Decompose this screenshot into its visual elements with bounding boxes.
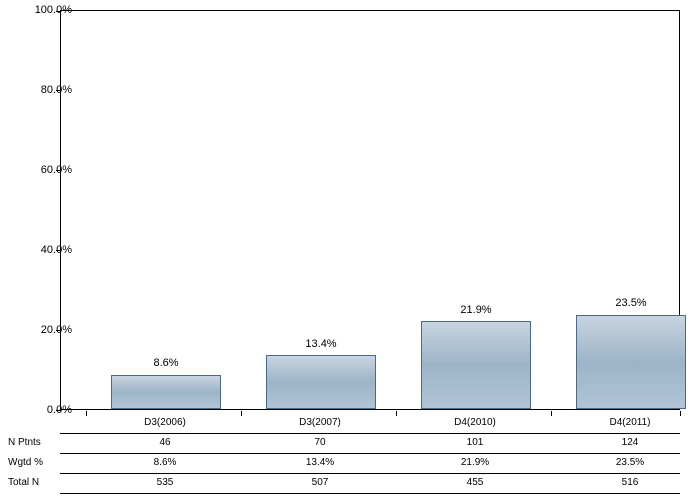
table-cell: 101 [467, 437, 484, 448]
table-cell: 516 [622, 477, 639, 488]
table-divider [60, 453, 680, 454]
row-label-totaln: Total N [8, 477, 39, 488]
chart-plot-area: 8.6% 13.4% 21.9% 23.5% [60, 10, 680, 410]
table-row-totaln: Total N 535 507 455 516 [0, 475, 700, 493]
y-tick-label: 40.0% [22, 244, 72, 256]
y-tick-label: 80.0% [22, 84, 72, 96]
table-divider [60, 473, 680, 474]
row-label-wgtd: Wgtd % [8, 457, 43, 468]
y-tick-label: 100.0% [22, 4, 72, 16]
bar-1 [266, 355, 376, 409]
table-row-wgtd: Wgtd % 8.6% 13.4% 21.9% 23.5% [0, 455, 700, 473]
bar-3 [576, 315, 686, 409]
table-cell: 507 [312, 477, 329, 488]
table-cell: 21.9% [461, 457, 489, 468]
table-cell: 23.5% [616, 457, 644, 468]
table-cell: 13.4% [306, 457, 334, 468]
bar-label-1: 13.4% [305, 338, 336, 350]
category-label: D3(2007) [299, 417, 341, 428]
y-tick-label: 60.0% [22, 164, 72, 176]
y-tick-label: 20.0% [22, 324, 72, 336]
bar-0 [111, 375, 221, 409]
table-cell: 124 [622, 437, 639, 448]
table-cell: 455 [467, 477, 484, 488]
table-cell: 8.6% [154, 457, 177, 468]
table-row-categories: D3(2006) D3(2007) D4(2010) D4(2011) [0, 415, 700, 433]
table-cell: 535 [157, 477, 174, 488]
category-label: D4(2010) [454, 417, 496, 428]
table-row-nptnts: N Ptnts 46 70 101 124 [0, 435, 700, 453]
table-cell: 70 [314, 437, 325, 448]
bar-2 [421, 321, 531, 409]
bar-label-2: 21.9% [460, 304, 491, 316]
table-divider [60, 433, 680, 434]
category-label: D4(2011) [610, 417, 651, 428]
table-cell: 46 [159, 437, 170, 448]
category-label: D3(2006) [144, 417, 186, 428]
row-label-nptnts: N Ptnts [8, 437, 41, 448]
table-divider [60, 493, 680, 494]
bar-label-0: 8.6% [153, 357, 178, 369]
bar-label-3: 23.5% [615, 297, 646, 309]
